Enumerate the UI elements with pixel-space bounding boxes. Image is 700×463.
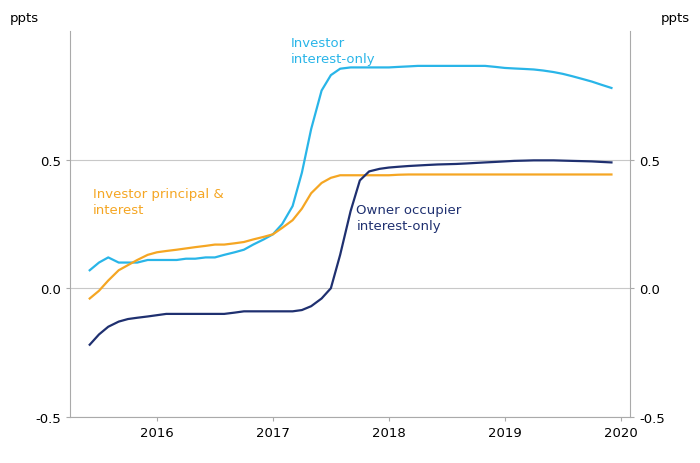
Text: ppts: ppts (661, 12, 690, 25)
Text: Investor principal &
interest: Investor principal & interest (93, 188, 224, 217)
Text: ppts: ppts (10, 12, 39, 25)
Text: Owner occupier
interest-only: Owner occupier interest-only (356, 203, 461, 232)
Text: Investor
interest-only: Investor interest-only (290, 37, 375, 66)
